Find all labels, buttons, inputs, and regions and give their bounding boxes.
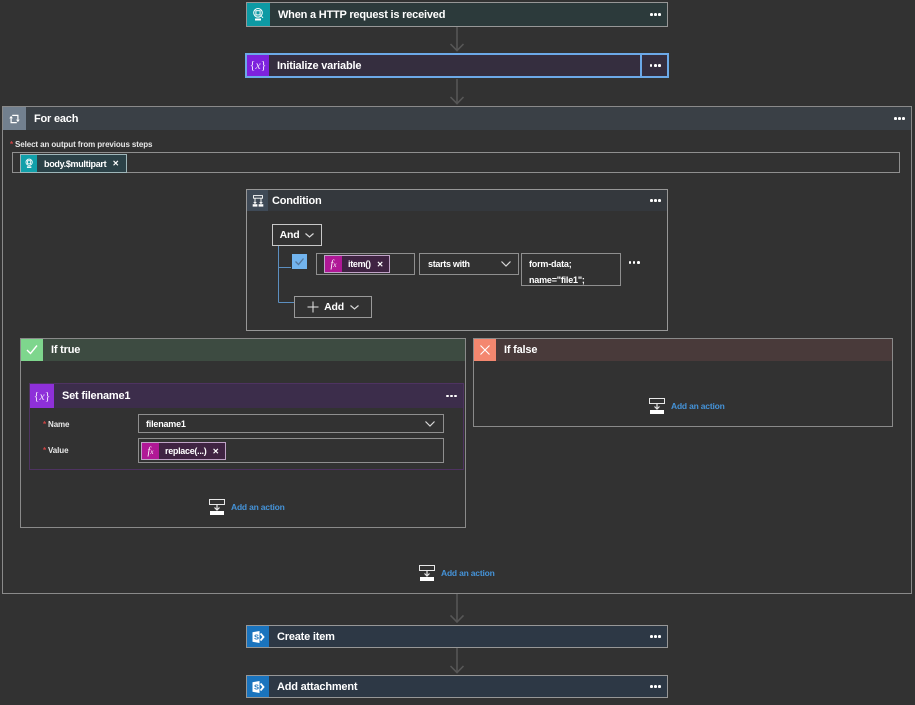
svg-text:S: S [254,682,259,691]
svg-text:S: S [254,632,259,641]
